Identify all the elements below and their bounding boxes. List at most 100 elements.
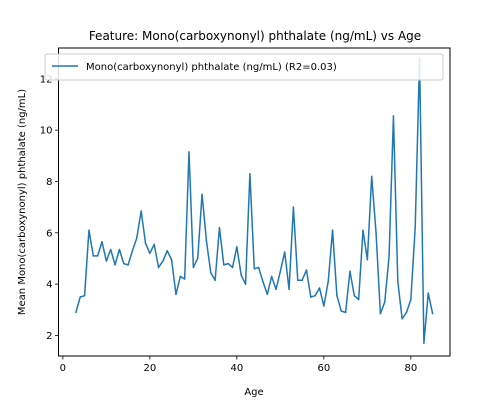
- data-point: [288, 288, 290, 291]
- x-tick-label: 20: [143, 363, 156, 374]
- data-point: [301, 279, 303, 282]
- data-point: [279, 270, 282, 273]
- data-point: [96, 255, 99, 257]
- data-point: [297, 279, 299, 282]
- data-point: [327, 280, 329, 283]
- data-point: [401, 318, 403, 320]
- data-point: [123, 262, 125, 265]
- chart-title: Feature: Mono(carboxynonyl) phthalate (n…: [89, 29, 421, 43]
- data-point: [384, 301, 386, 303]
- data-point: [336, 294, 338, 297]
- y-tick-label: 10: [40, 126, 53, 137]
- data-point: [323, 305, 325, 307]
- data-point: [153, 243, 155, 246]
- data-point: [410, 298, 412, 301]
- data-point: [188, 151, 190, 153]
- y-tick-label: 4: [46, 280, 52, 291]
- data-point: [83, 294, 86, 297]
- y-tick-label: 8: [46, 177, 52, 188]
- data-point: [427, 292, 429, 294]
- legend: Mono(carboxynonyl) phthalate (ng/mL) (R2…: [44, 53, 444, 81]
- data-point: [375, 232, 377, 234]
- x-axis-label: Age: [244, 387, 263, 398]
- data-point: [266, 293, 269, 296]
- data-point: [201, 193, 203, 196]
- data-point: [240, 274, 242, 276]
- series-line: [75, 57, 434, 344]
- data-point: [170, 259, 173, 261]
- y-tick-label: 2: [46, 331, 52, 342]
- data-point: [257, 266, 260, 269]
- data-point: [114, 264, 116, 266]
- data-point: [223, 264, 225, 266]
- data-point: [192, 266, 195, 269]
- y-tick-label: 6: [46, 228, 52, 239]
- data-point: [236, 246, 238, 248]
- data-point: [75, 311, 77, 314]
- data-point: [431, 312, 434, 315]
- data-point: [292, 206, 295, 208]
- data-point: [183, 278, 186, 280]
- data-point: [318, 287, 321, 289]
- data-point: [270, 275, 273, 278]
- data-point: [397, 280, 399, 283]
- data-point: [210, 271, 212, 274]
- data-point: [118, 248, 121, 251]
- data-point: [244, 283, 247, 285]
- data-point: [370, 175, 373, 178]
- data-point: [218, 226, 221, 229]
- data-point: [162, 260, 164, 262]
- data-point: [253, 267, 255, 270]
- data-point: [405, 311, 408, 314]
- data-point: [157, 266, 160, 269]
- data-point: [144, 242, 147, 244]
- x-axis-ticks: 0 20 40 60 80: [60, 356, 417, 374]
- data-point: [388, 255, 390, 257]
- x-tick-label: 0: [60, 363, 66, 374]
- data-point: [231, 266, 234, 269]
- data-point: [357, 298, 360, 301]
- legend-box: [44, 53, 444, 81]
- series-layer: [75, 57, 434, 344]
- x-tick-label: 60: [317, 363, 330, 374]
- data-point: [392, 115, 395, 117]
- data-point: [166, 250, 168, 252]
- data-point: [283, 251, 286, 253]
- data-point: [105, 260, 108, 262]
- data-point: [101, 241, 103, 243]
- data-point: [414, 226, 416, 229]
- data-point: [423, 342, 425, 344]
- data-point: [227, 262, 229, 265]
- data-point: [353, 294, 356, 297]
- data-point: [249, 173, 251, 175]
- data-point: [175, 293, 177, 296]
- data-point: [136, 237, 138, 239]
- data-point: [179, 275, 182, 278]
- data-point: [79, 296, 81, 298]
- data-point: [305, 269, 308, 271]
- data-point: [310, 296, 312, 298]
- data-point: [205, 239, 208, 242]
- data-point: [262, 280, 264, 283]
- data-point: [349, 270, 351, 273]
- data-point: [149, 252, 151, 255]
- data-point: [275, 288, 277, 291]
- data-point: [131, 250, 134, 252]
- data-point: [362, 229, 364, 231]
- x-tick-label: 80: [404, 363, 417, 374]
- x-tick-label: 40: [230, 363, 243, 374]
- legend-entry-label: Mono(carboxynonyl) phthalate (ng/mL) (R2…: [86, 62, 337, 73]
- plot-frame: [58, 47, 451, 357]
- y-axis-ticks: 24681012: [40, 74, 59, 342]
- y-axis-label: Mean Mono(carboxynonyl) phthalate (ng/mL…: [17, 89, 28, 315]
- data-point: [196, 257, 199, 260]
- data-point: [214, 279, 216, 282]
- data-point: [366, 259, 369, 261]
- data-point: [340, 310, 342, 312]
- data-point: [92, 255, 95, 257]
- data-point: [88, 229, 90, 231]
- data-point: [344, 311, 347, 314]
- data-point: [127, 264, 129, 266]
- data-point: [379, 312, 382, 315]
